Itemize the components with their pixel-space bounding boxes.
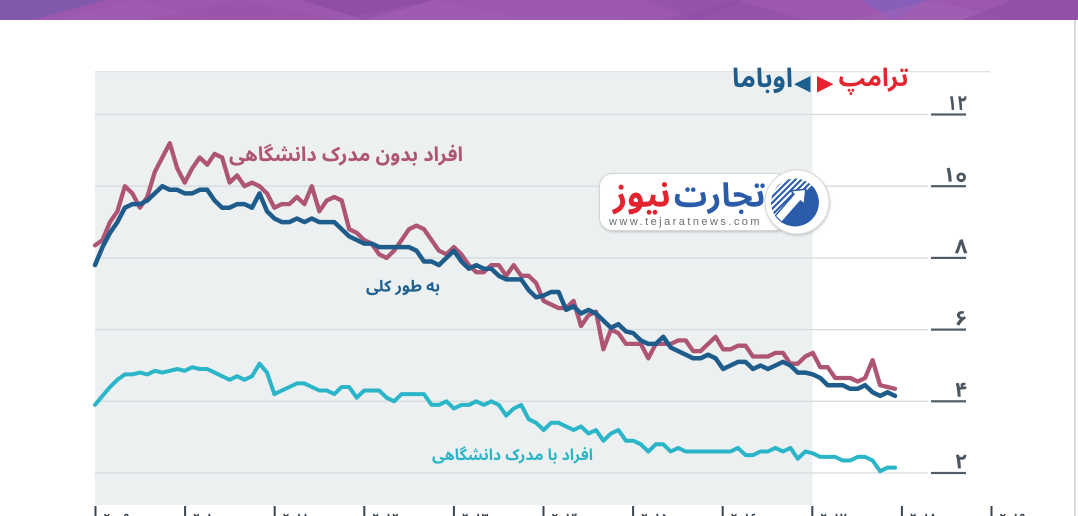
svg-text:www.tejaratnews.com: www.tejaratnews.com bbox=[608, 216, 762, 228]
